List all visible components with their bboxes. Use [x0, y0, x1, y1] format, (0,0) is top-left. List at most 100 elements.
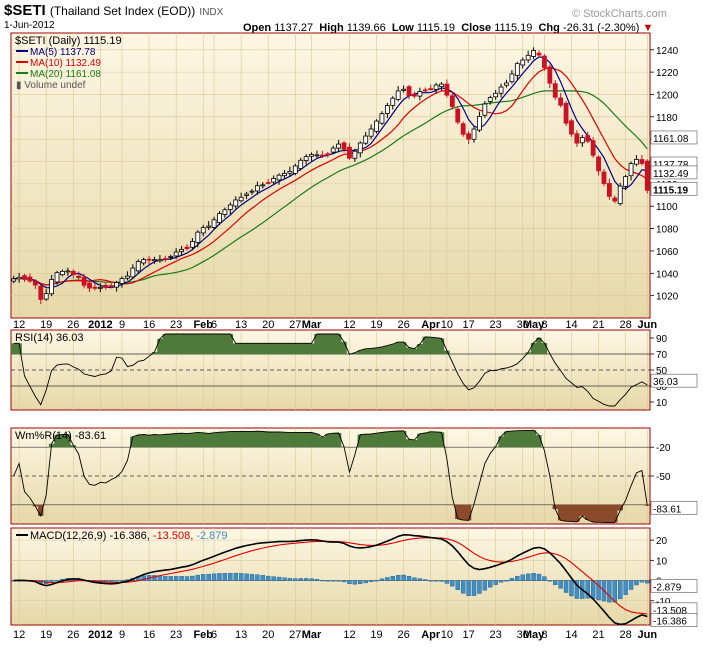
candle-up [287, 171, 293, 174]
candle-down [569, 120, 574, 135]
candle-up [520, 59, 526, 66]
candle-up [336, 143, 342, 149]
macd-histogram-bar [563, 580, 569, 593]
ma20-last-value-label-box [650, 130, 698, 145]
macd-histogram-bar [482, 580, 488, 591]
candle-down [87, 282, 92, 289]
candle-up [206, 225, 212, 228]
candle-down [146, 258, 152, 261]
candle-up [65, 270, 71, 273]
candle-down [596, 156, 601, 172]
macd-histogram-bar [412, 577, 417, 581]
macd-histogram-bar [141, 575, 146, 581]
wm-oversold-fill [32, 504, 651, 523]
chart-date: 1-Jun-2012 [4, 20, 55, 31]
macd-histogram-bar [249, 574, 255, 581]
rsi-axis-tick-label: 10 [656, 398, 668, 409]
volume-legend: ▮ Volume undef [16, 80, 86, 91]
x-axis-top-label: 19 [370, 319, 382, 331]
candle-up [352, 150, 358, 159]
ohlc-summary: Open 1137.27 High 1139.66 Low 1115.19 Cl… [243, 22, 654, 34]
x-axis-top-label: 8 [541, 319, 547, 331]
x-axis-bottom-label: 28 [620, 629, 632, 641]
wm-axis-tick-label: -50 [656, 472, 671, 483]
candle-up [271, 178, 277, 183]
macd-histogram-bar [211, 573, 217, 581]
wm-line [13, 429, 648, 523]
macd-histogram-bar [49, 580, 54, 583]
legend-label-ma10: MA(10) 1132.49 [30, 58, 101, 69]
x-axis-top-label: 16 [143, 319, 155, 331]
macd-histogram-bar [569, 580, 574, 597]
price-axis-tick-label: 1220 [656, 68, 679, 79]
x-axis-bottom-label: Mar [302, 629, 322, 641]
candle-up [395, 90, 401, 100]
open-value: 1137.27 [274, 22, 314, 34]
candle-up [119, 278, 125, 284]
candle-down [92, 286, 98, 289]
price-axis-tick-label: 1060 [656, 247, 679, 258]
rsi-line [13, 333, 648, 407]
candle-up [282, 173, 287, 177]
x-axis-bottom-label: Feb [193, 629, 213, 641]
x-axis-top-label: 12 [13, 319, 25, 331]
candle-down [27, 276, 33, 282]
rsi-axis-tick-label: 30 [656, 382, 668, 393]
candle-down [444, 83, 450, 96]
rsi-axis-tick-label: 70 [656, 350, 668, 361]
candle-up [368, 128, 374, 137]
candle-down [70, 270, 76, 275]
candle-up [390, 97, 396, 106]
candle-down [547, 66, 553, 84]
candle-down [644, 160, 650, 191]
candle-up [254, 185, 260, 192]
candle-down [612, 197, 618, 202]
candle-up [357, 142, 363, 154]
close-last-value-label: 1115.19 [653, 185, 688, 196]
x-axis-bottom-label: 2012 [88, 629, 112, 641]
x-axis-top-label: 12 [343, 319, 355, 331]
legend-label-ma20: MA(20) 1161.08 [30, 69, 101, 80]
macd-histogram-bar [634, 580, 639, 586]
macd-histogram-bar [341, 580, 347, 583]
x-axis-top-label: 6 [211, 319, 217, 331]
x-axis-top-label: 2012 [88, 319, 112, 331]
macd-histogram-bar [596, 580, 601, 601]
price-axis-tick-label: 1200 [656, 90, 679, 101]
x-axis-top-label: 17 [462, 319, 474, 331]
x-axis-bottom-label: 13 [235, 629, 247, 641]
candle-up [433, 84, 439, 90]
histogram-last-value-label: -2.879 [653, 582, 682, 593]
macd-histogram-bar [195, 574, 201, 581]
candle-up [260, 184, 266, 187]
macd-histogram-bar [471, 580, 477, 596]
macd-histogram-bar [612, 580, 618, 603]
macd-histogram-bar [303, 578, 309, 581]
candle-up [11, 278, 17, 282]
candle-down [406, 86, 412, 97]
macd-histogram-bar [173, 576, 179, 581]
x-axis-top-label: 26 [397, 319, 409, 331]
macd-histogram-bar [152, 575, 157, 581]
macd-histogram-bar [368, 580, 374, 582]
x-axis-bottom-label: Jun [638, 629, 658, 641]
macd-last-value-label-box [650, 613, 698, 627]
x-axis-top-label: 27 [289, 319, 301, 331]
macd-histogram-bar [238, 573, 244, 581]
macd-histogram-bar [423, 579, 428, 581]
macd-histogram-bar [352, 580, 358, 585]
price-axis-tick-label: 1080 [656, 225, 679, 236]
candle-up [298, 159, 304, 169]
x-axis-top-label: 10 [441, 319, 453, 331]
candle-down [466, 133, 471, 140]
macd-histogram-bar [509, 578, 515, 581]
candle-down [103, 284, 109, 288]
x-axis-top-label: Feb [193, 319, 213, 331]
macd-histogram-bar [395, 574, 401, 581]
candle-up [97, 286, 103, 289]
candle-up [477, 116, 482, 131]
macd-histogram-bar [493, 580, 498, 585]
candle-up [487, 97, 493, 102]
candle-up [531, 50, 536, 57]
macd-histogram-bar [314, 579, 320, 581]
